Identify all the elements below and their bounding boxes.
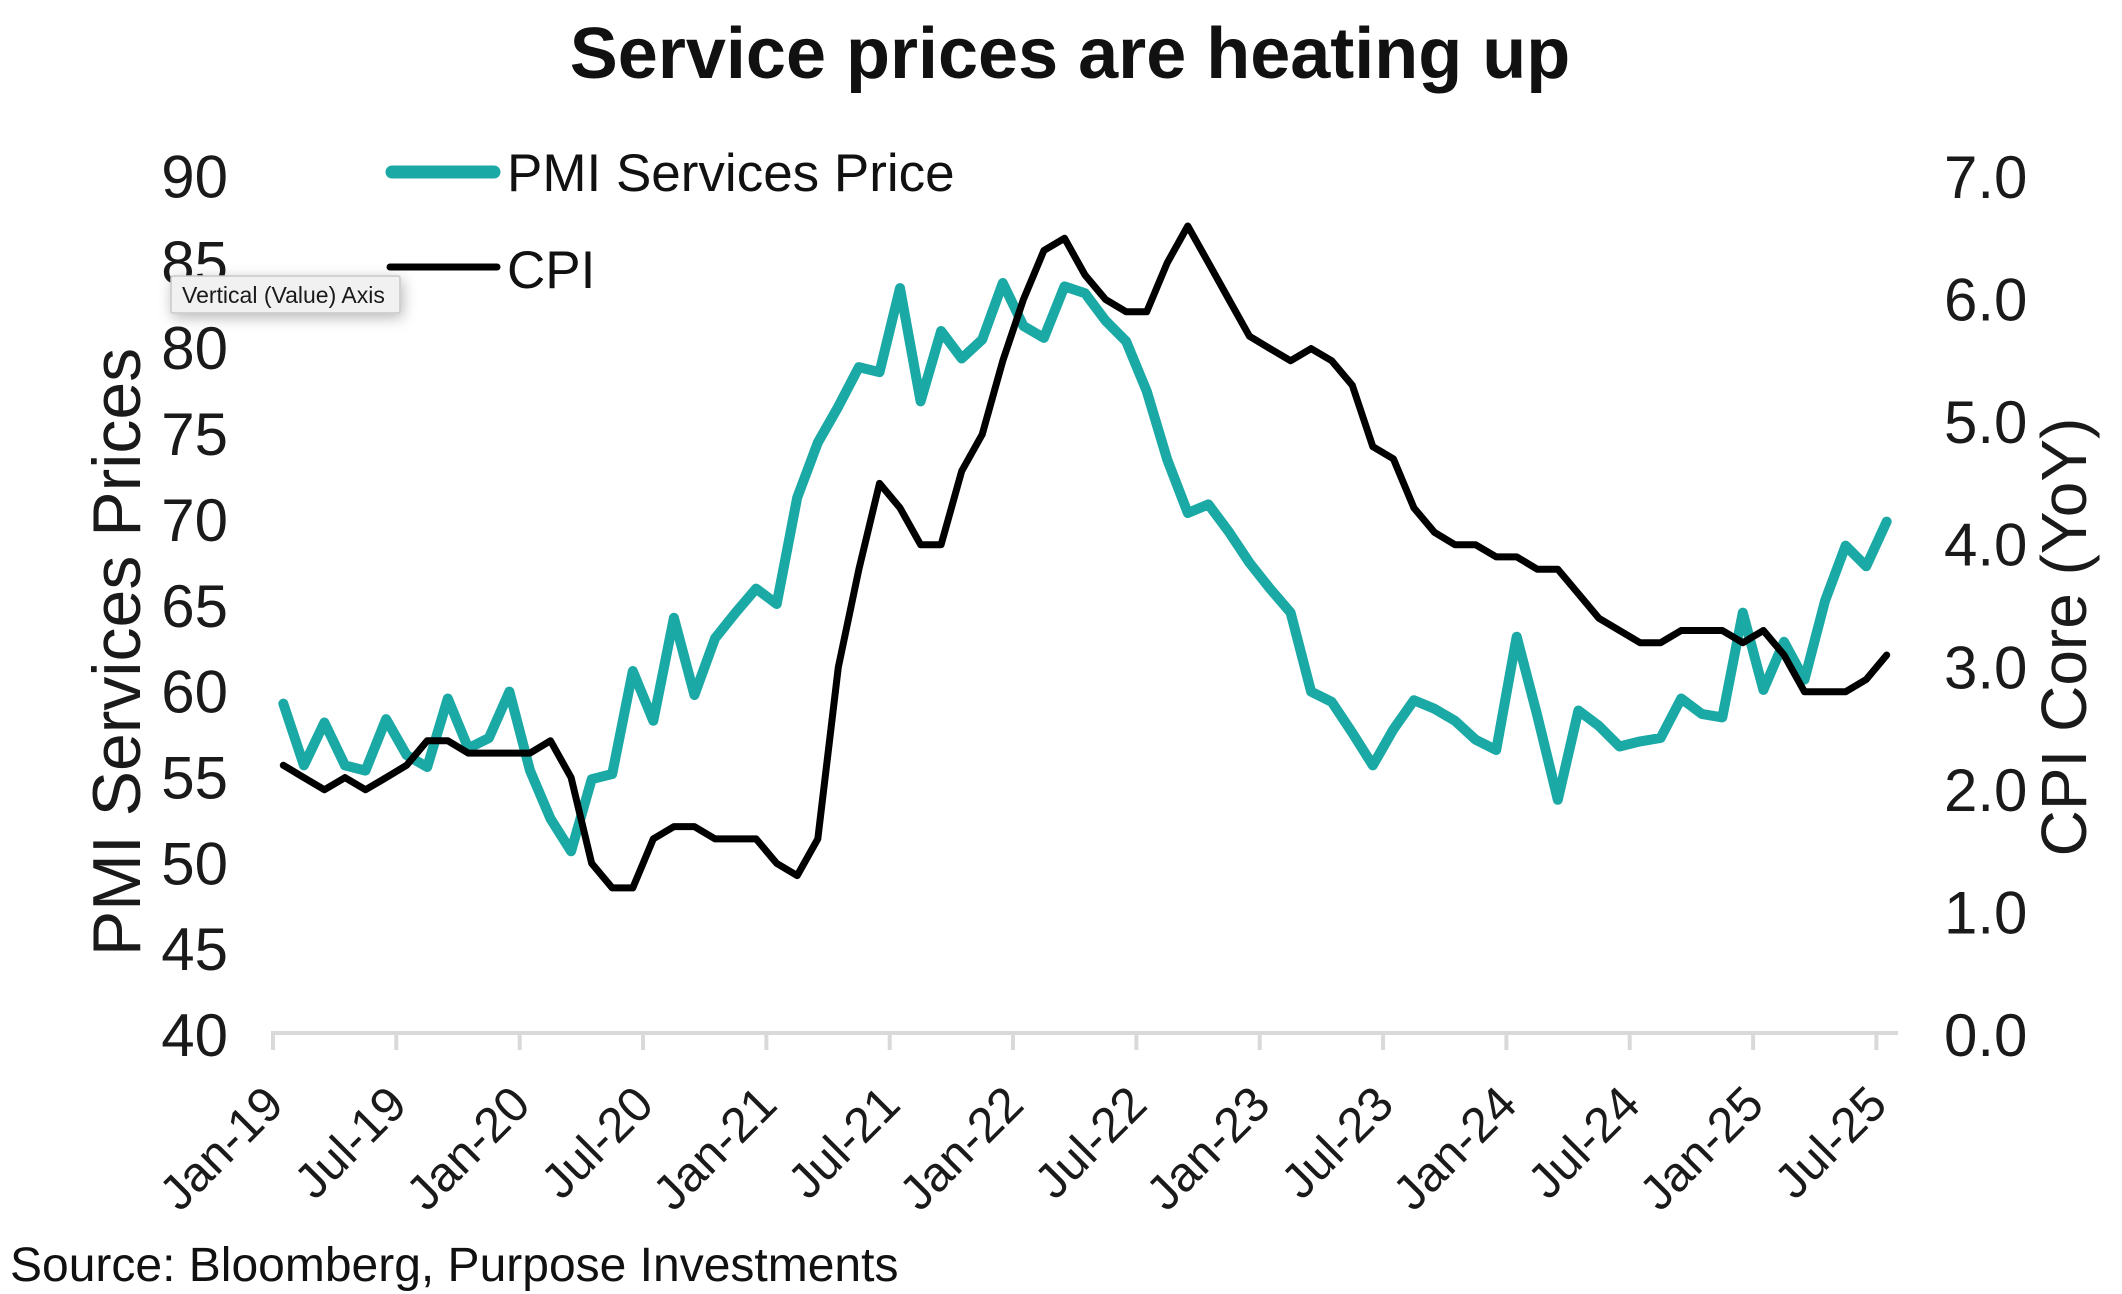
svg-text:50: 50 (161, 830, 228, 897)
svg-text:1.0: 1.0 (1944, 880, 2027, 947)
svg-text:90: 90 (161, 144, 228, 211)
svg-text:Jul-25: Jul-25 (1765, 1077, 1898, 1210)
svg-text:Jan-22: Jan-22 (890, 1077, 1034, 1221)
svg-text:PMI Services Price: PMI Services Price (507, 144, 955, 203)
svg-text:0.0: 0.0 (1944, 1002, 2027, 1069)
svg-text:PMI Services Prices: PMI Services Prices (79, 348, 155, 956)
svg-text:6.0: 6.0 (1944, 267, 2027, 334)
svg-text:Jul-22: Jul-22 (1025, 1077, 1158, 1210)
svg-text:Jul-24: Jul-24 (1518, 1077, 1651, 1210)
svg-text:70: 70 (161, 487, 228, 554)
svg-text:Jan-24: Jan-24 (1383, 1077, 1527, 1221)
svg-text:65: 65 (161, 573, 228, 640)
svg-text:45: 45 (161, 916, 228, 983)
svg-text:Jul-20: Jul-20 (531, 1077, 664, 1210)
svg-text:CPI Core (YoY): CPI Core (YoY) (2028, 418, 2100, 857)
svg-text:Jan-23: Jan-23 (1136, 1077, 1280, 1221)
svg-text:Jul-21: Jul-21 (778, 1077, 911, 1210)
svg-text:CPI: CPI (507, 241, 595, 300)
svg-text:Source: Bloomberg, Purpose Inv: Source: Bloomberg, Purpose Investments (10, 1239, 898, 1292)
svg-text:Jul-23: Jul-23 (1271, 1077, 1404, 1210)
svg-text:Jan-25: Jan-25 (1630, 1077, 1774, 1221)
svg-text:Jan-20: Jan-20 (396, 1077, 540, 1221)
svg-text:60: 60 (161, 659, 228, 726)
svg-text:3.0: 3.0 (1944, 634, 2027, 701)
svg-text:2.0: 2.0 (1944, 757, 2027, 824)
svg-text:40: 40 (161, 1002, 228, 1069)
svg-text:80: 80 (161, 315, 228, 382)
svg-text:Jul-19: Jul-19 (285, 1077, 418, 1210)
svg-text:Service prices are heating up: Service prices are heating up (570, 14, 1570, 94)
svg-text:7.0: 7.0 (1944, 144, 2027, 211)
svg-text:5.0: 5.0 (1944, 389, 2027, 456)
svg-text:Jan-21: Jan-21 (643, 1077, 787, 1221)
svg-text:75: 75 (161, 401, 228, 468)
svg-text:Jan-19: Jan-19 (150, 1077, 294, 1221)
svg-text:Vertical (Value) Axis: Vertical (Value) Axis (182, 282, 385, 308)
svg-text:4.0: 4.0 (1944, 512, 2027, 579)
svg-text:55: 55 (161, 744, 228, 811)
